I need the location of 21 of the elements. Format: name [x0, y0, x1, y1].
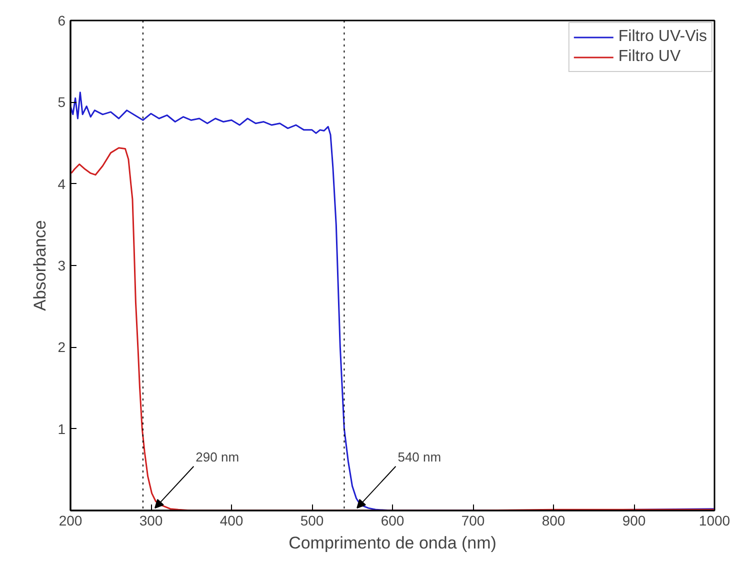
- x-axis-title: Comprimento de onda (nm): [288, 534, 496, 552]
- y-tick-label: 5: [58, 94, 66, 110]
- legend-label: Filtro UV-Vis: [618, 28, 707, 46]
- x-tick-label: 700: [461, 512, 485, 528]
- y-tick-label: 3: [58, 258, 66, 274]
- y-tick-label: 6: [58, 12, 66, 28]
- x-tick-label: 400: [220, 512, 244, 528]
- annotation: 290 nm: [196, 449, 240, 464]
- y-axis-title: Absorbance: [30, 220, 50, 311]
- x-tick-label: 200: [58, 512, 82, 528]
- y-tick-label: 1: [58, 420, 66, 437]
- y-tick-label: 2: [58, 339, 66, 356]
- x-tick-label: 500: [300, 512, 324, 528]
- legend-label: Filtro UV: [618, 48, 681, 66]
- annotation: 540 nm: [398, 449, 442, 464]
- x-tick-label: 900: [622, 512, 646, 528]
- x-tick-label: 600: [380, 512, 404, 528]
- x-tick-label: 1000: [698, 512, 730, 528]
- x-tick-label: 800: [542, 512, 566, 528]
- y-tick-label: 4: [58, 176, 66, 192]
- x-tick-label: 300: [139, 512, 163, 528]
